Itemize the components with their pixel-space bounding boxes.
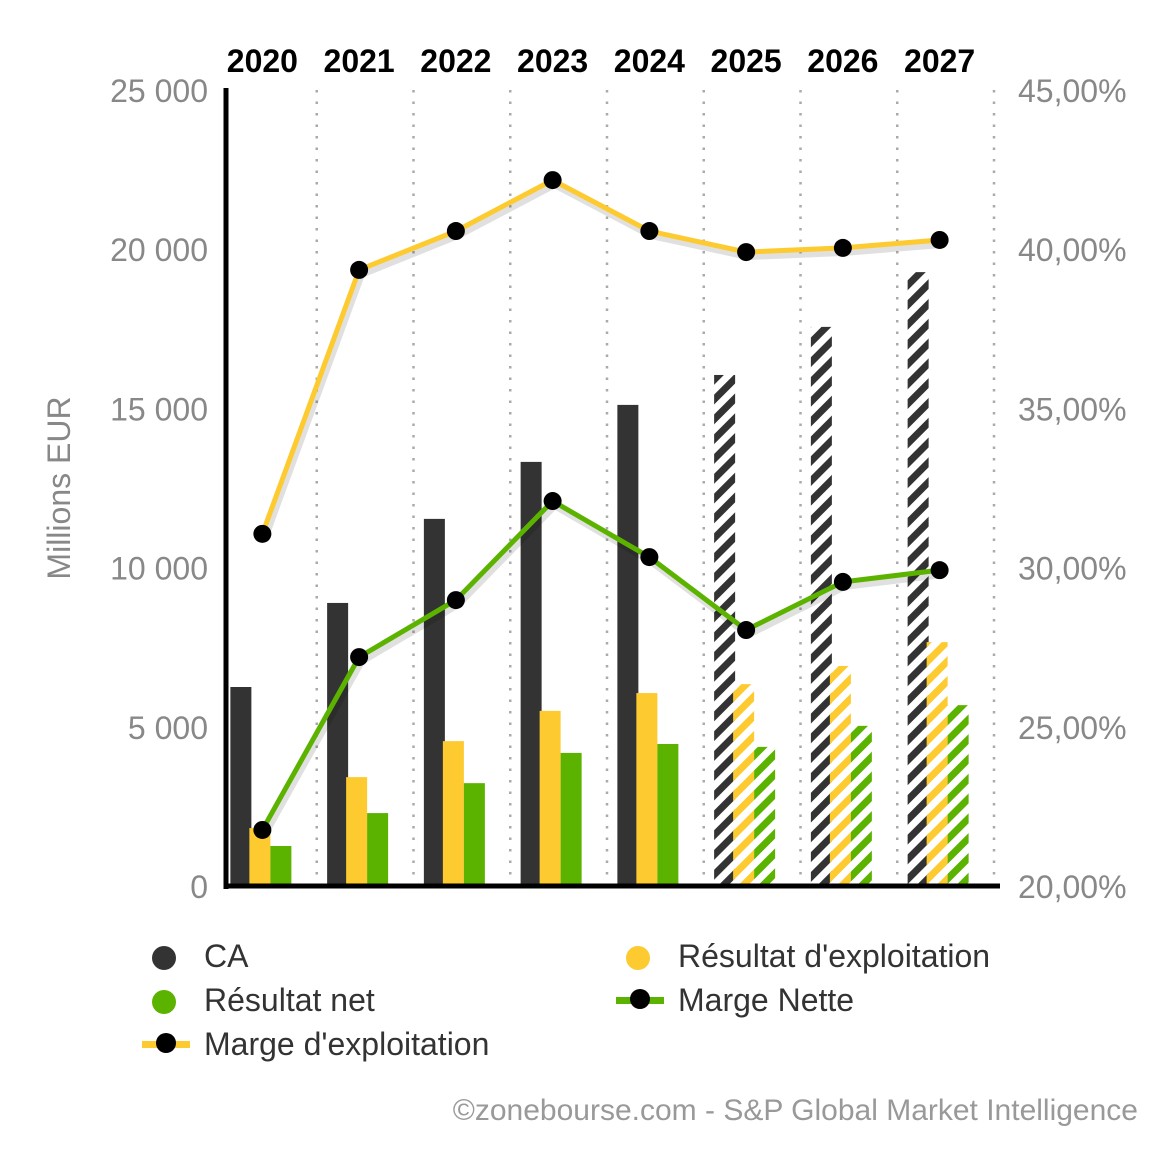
bar-r-sultat-net — [850, 725, 872, 886]
y-tick-label: 25 000 — [110, 73, 208, 109]
y-tick-label: 15 000 — [110, 391, 208, 427]
x-tick-label: 2023 — [517, 43, 588, 79]
line-marker — [640, 222, 659, 241]
line-marker — [737, 243, 756, 262]
x-tick-label: 2020 — [227, 43, 298, 79]
line-marker — [543, 492, 562, 511]
line-marker — [737, 621, 756, 640]
legend-dot-icon — [152, 946, 176, 970]
y-tick-label: 20 000 — [110, 232, 208, 268]
bar-r-sultat-d-exploitation — [733, 684, 755, 886]
bar-ca — [230, 687, 252, 886]
bar-r-sultat-d-exploitation — [249, 828, 271, 886]
legend-marker-icon — [630, 989, 650, 1009]
line-marker — [446, 591, 465, 610]
bar-ca — [423, 518, 445, 886]
y2-tick-label: 30,00% — [1018, 551, 1127, 587]
bar-r-sultat-net — [947, 705, 969, 886]
bar-r-sultat-d-exploitation — [539, 710, 561, 886]
bar-r-sultat-d-exploitation — [926, 642, 948, 886]
legend-dot-icon — [152, 990, 176, 1014]
line-marker — [350, 648, 369, 667]
y-axis-title: Millions EUR — [41, 396, 77, 579]
line-marge-d-exploitation — [260, 177, 940, 535]
line-marker — [253, 820, 272, 839]
y-tick-label: 5 000 — [128, 710, 208, 746]
line-marker — [833, 238, 852, 257]
bar-ca — [520, 461, 542, 886]
x-tick-label: 2021 — [324, 43, 395, 79]
bar-ca — [327, 602, 349, 886]
line-shadow — [260, 179, 942, 540]
x-tick-label: 2022 — [420, 43, 491, 79]
y2-tick-label: 35,00% — [1018, 391, 1127, 427]
bar-r-sultat-net — [754, 746, 776, 886]
line-marker — [833, 572, 852, 591]
credit: ©zonebourse.com - S&P Global Market Inte… — [452, 1094, 1138, 1127]
bar-ca — [714, 374, 736, 886]
line-marker — [543, 171, 562, 190]
line-marker — [446, 222, 465, 241]
line-marker — [253, 524, 272, 543]
bar-r-sultat-net — [367, 813, 389, 886]
line-marge-nette — [260, 497, 940, 832]
bar-r-sultat-net — [657, 743, 679, 886]
x-tick-label: 2024 — [614, 43, 685, 79]
bar-r-sultat-d-exploitation — [442, 741, 464, 886]
x-tick-label: 2025 — [711, 43, 782, 79]
bar-ca — [810, 326, 832, 886]
y-tick-label: 0 — [190, 869, 208, 905]
line-marker — [640, 548, 659, 567]
legend-marker-icon — [156, 1033, 176, 1053]
bar-r-sultat-d-exploitation — [829, 665, 851, 886]
bar-r-sultat-d-exploitation — [636, 693, 658, 886]
bar-r-sultat-net — [560, 752, 582, 886]
line-marker — [930, 230, 949, 249]
legend-dot-icon — [626, 946, 650, 970]
x-tick-label: 2027 — [904, 43, 975, 79]
bar-r-sultat-net — [463, 783, 485, 886]
y2-tick-label: 25,00% — [1018, 710, 1127, 746]
bar-r-sultat-d-exploitation — [346, 777, 368, 886]
y2-tick-label: 40,00% — [1018, 232, 1127, 268]
x-tick-label: 2026 — [807, 43, 878, 79]
y2-tick-label: 20,00% — [1018, 869, 1127, 905]
bar-ca — [617, 404, 639, 886]
bar-r-sultat-net — [270, 846, 292, 886]
y2-tick-label: 45,00% — [1018, 73, 1127, 109]
bar-ca — [907, 272, 929, 887]
line-marker — [930, 561, 949, 580]
line-marker — [350, 260, 369, 279]
y-tick-label: 10 000 — [110, 551, 208, 587]
